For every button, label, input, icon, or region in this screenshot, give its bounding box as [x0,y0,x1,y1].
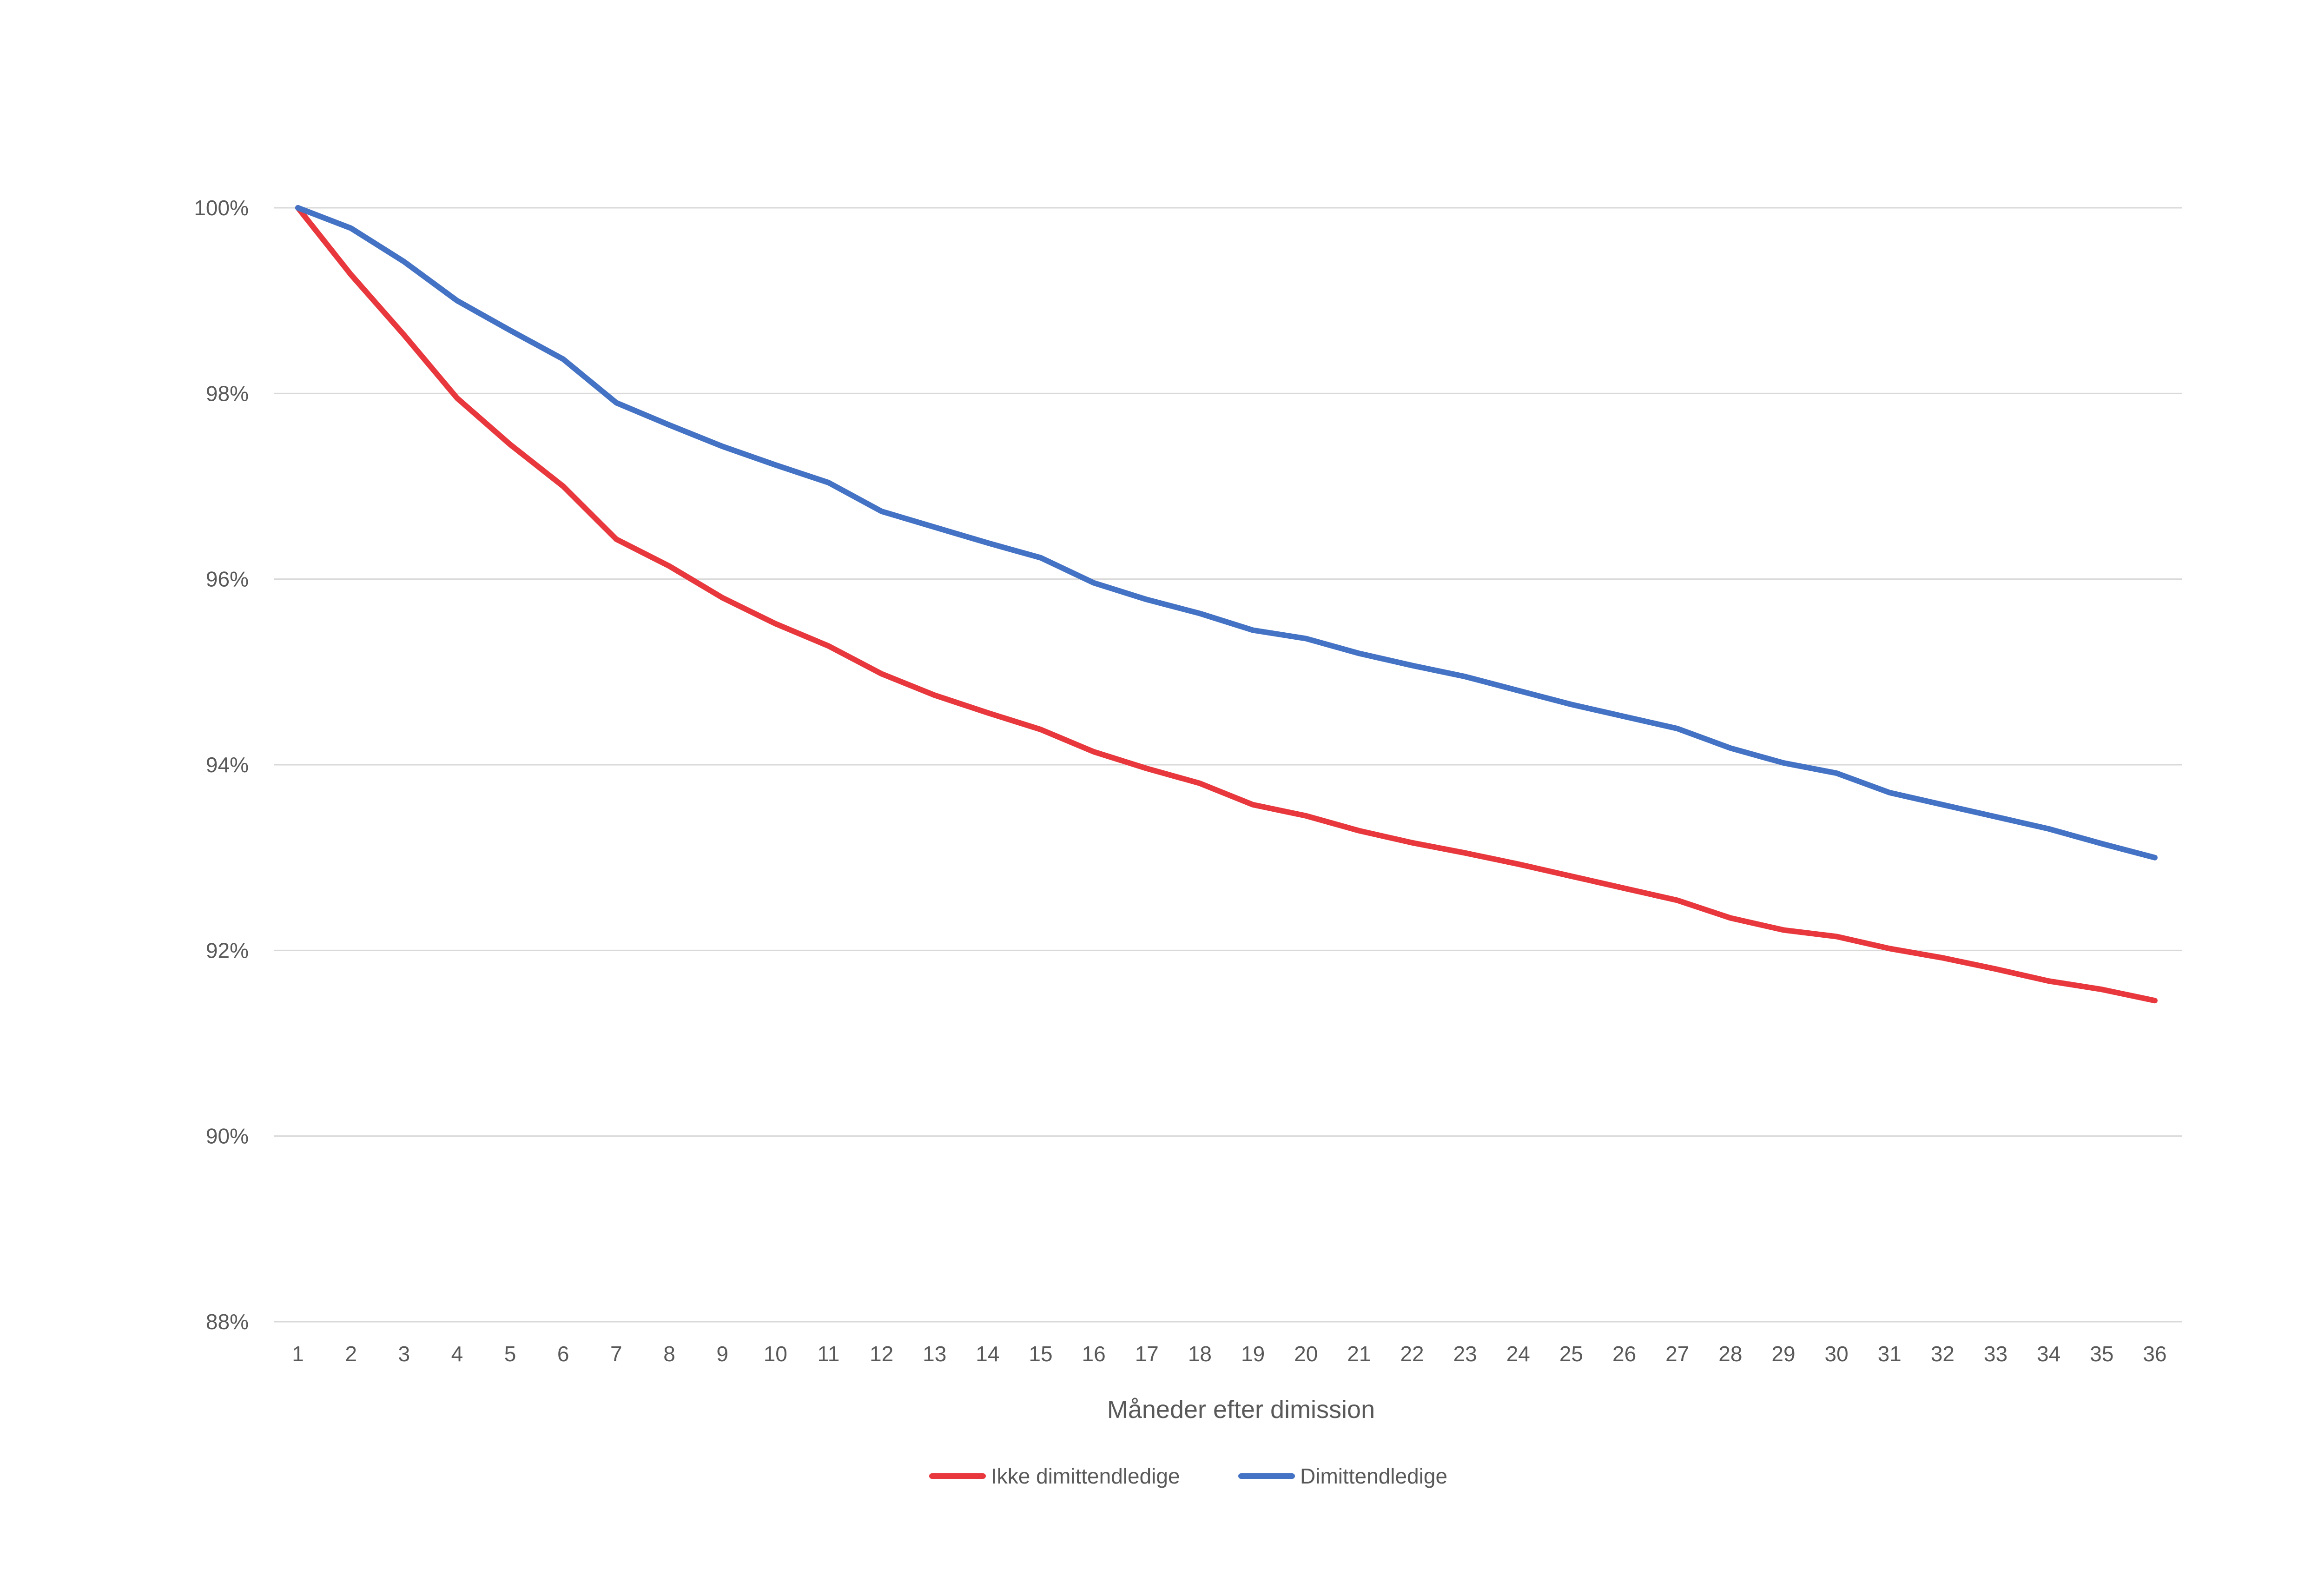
x-tick-label: 25 [1559,1342,1583,1366]
x-tick-label: 33 [1984,1342,2007,1366]
x-tick-label: 18 [1188,1342,1212,1366]
x-tick-label: 1 [292,1342,304,1366]
x-tick-label: 23 [1453,1342,1477,1366]
y-tick-label: 98% [206,381,249,405]
x-tick-label: 28 [1718,1342,1742,1366]
x-tick-label: 14 [976,1342,999,1366]
x-tick-label: 26 [1612,1342,1636,1366]
x-tick-label: 4 [451,1342,463,1366]
x-tick-label: 34 [2037,1342,2060,1366]
x-tick-label: 13 [923,1342,946,1366]
x-tick-label: 7 [610,1342,622,1366]
gridlines [274,207,2182,1323]
x-tick-label: 24 [1506,1342,1530,1366]
x-tick-label: 20 [1294,1342,1318,1366]
x-tick-label: 11 [818,1342,840,1366]
legend: Ikke dimittendledige Dimittendledige [929,1464,1447,1488]
x-tick-label: 15 [1029,1342,1052,1366]
x-tick-label: 3 [398,1342,410,1366]
x-tick-label: 16 [1082,1342,1106,1366]
x-tick-label: 17 [1135,1342,1159,1366]
series-line-ikke-dimittendledige [295,205,2158,1004]
x-axis-title: Måneder efter dimission [1107,1396,1375,1424]
x-tick-label: 32 [1931,1342,1954,1366]
series-line-dimittendledige [295,205,2158,861]
legend-item: Ikke dimittendledige [929,1464,1180,1488]
y-tick-label: 88% [206,1310,249,1334]
x-tick-label: 10 [764,1342,787,1366]
y-tick-label: 100% [194,196,249,220]
x-tick-label: 22 [1400,1342,1424,1366]
y-tick-label: 96% [206,567,249,591]
x-tick-label: 27 [1665,1342,1689,1366]
x-tick-label: 31 [1878,1342,1901,1366]
x-tick-label: 36 [2143,1342,2166,1366]
x-tick-label: 8 [663,1342,675,1366]
x-axis-tick-labels: 1 2 3 4 5 6 7 8 9 10 11 12 13 14 15 16 17 18 19 20 21 22 23 24 2… [292,1342,2166,1366]
y-tick-label: 92% [206,938,249,962]
legend-label: Dimittendledige [1300,1464,1447,1488]
x-tick-label: 29 [1771,1342,1795,1366]
y-tick-label: 94% [206,753,249,777]
series-lines [295,205,2158,1004]
x-tick-label: 2 [345,1342,357,1366]
x-tick-label: 9 [716,1342,728,1366]
x-tick-label: 5 [504,1342,516,1366]
x-tick-label: 30 [1825,1342,1849,1366]
legend-item: Dimittendledige [1238,1464,1447,1488]
x-tick-label: 6 [557,1342,569,1366]
y-tick-label: 90% [206,1124,249,1148]
x-tick-label: 35 [2090,1342,2113,1366]
x-tick-label: 12 [870,1342,893,1366]
x-tick-label: 19 [1241,1342,1265,1366]
x-tick-label: 21 [1347,1342,1371,1366]
y-axis-tick-labels: 88% 90% 92% 94% 96% 98% 100% [194,196,249,1334]
legend-label: Ikke dimittendledige [991,1464,1180,1488]
